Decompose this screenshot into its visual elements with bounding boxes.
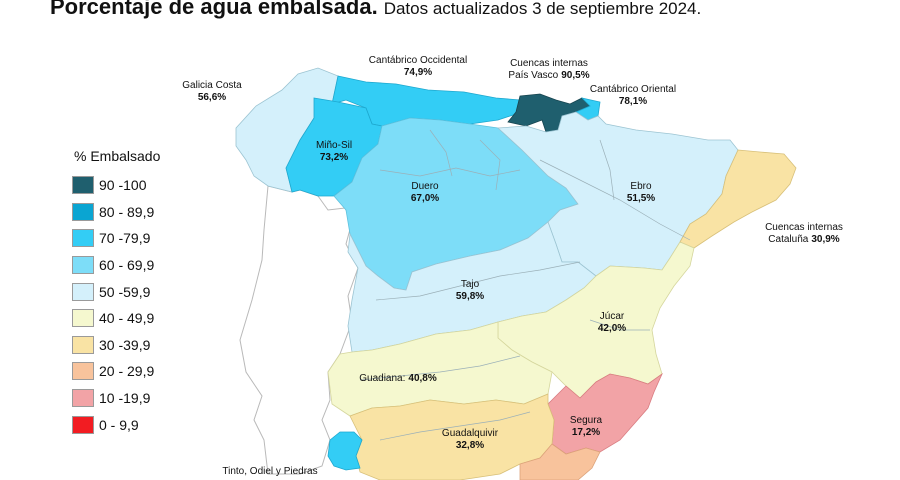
basin-name: Cantábrico Occidental bbox=[368, 55, 468, 66]
legend-item: 20 - 29,9 bbox=[72, 358, 160, 385]
basin-name: Guadiana: bbox=[359, 373, 406, 384]
legend-swatch bbox=[72, 362, 94, 381]
basin-value: 59,8% bbox=[455, 291, 485, 302]
legend-item: 60 - 69,9 bbox=[72, 252, 160, 279]
legend: % Embalsado 90 -100 80 - 89,9 70 -79,9 6… bbox=[72, 148, 160, 438]
basin-tinto-odiel-piedras bbox=[327, 431, 363, 471]
legend-label: 50 -59,9 bbox=[99, 283, 151, 300]
page-header: Porcentaje de agua embalsada. Datos actua… bbox=[50, 0, 701, 20]
basin-mediterranea-andaluza bbox=[519, 443, 601, 480]
label-mino-sil: Miño-Sil 73,2% bbox=[316, 140, 352, 164]
label-tinto-odiel-piedras: Tinto, Odiel y Piedras bbox=[222, 466, 317, 478]
basin-name: Tinto, Odiel y Piedras bbox=[222, 466, 318, 477]
label-duero: Duero 67,0% bbox=[411, 181, 439, 205]
basin-segura bbox=[547, 372, 663, 455]
basin-name: Júcar bbox=[599, 311, 625, 322]
basin-name: Miño-Sil bbox=[315, 140, 353, 151]
basin-value: 17,2% bbox=[571, 427, 601, 438]
legend-label: 20 - 29,9 bbox=[99, 363, 155, 380]
legend-swatch bbox=[72, 309, 94, 328]
legend-label: 10 -19,9 bbox=[99, 390, 151, 407]
legend-item: 40 - 49,9 bbox=[72, 305, 160, 332]
basin-name: Cuencas internas País Vasco bbox=[508, 58, 588, 81]
legend-item: 10 -19,9 bbox=[72, 385, 160, 412]
basin-value: 51,5% bbox=[626, 193, 656, 204]
label-guadalquivir: Guadalquivir 32,8% bbox=[442, 428, 498, 452]
basin-name: Cuencas internas Cataluña bbox=[765, 222, 843, 245]
label-guadiana: Guadiana: 40,8% bbox=[359, 373, 437, 385]
label-jucar: Júcar 42,0% bbox=[598, 311, 626, 335]
label-galicia-costa: Galicia Costa 56,6% bbox=[182, 80, 241, 104]
basin-value: 56,6% bbox=[197, 92, 227, 103]
legend-swatch bbox=[72, 415, 94, 434]
label-pais-vasco: Cuencas internas País Vasco 90,5% bbox=[508, 58, 589, 82]
portugal-outline bbox=[239, 185, 359, 475]
basin-name: Tajo bbox=[460, 279, 480, 290]
legend-title: % Embalsado bbox=[74, 148, 161, 164]
basin-value: 73,2% bbox=[319, 152, 349, 163]
basin-name: Duero bbox=[411, 181, 439, 192]
legend-label: 40 - 49,9 bbox=[99, 310, 155, 327]
page-subtitle: Datos actualizados 3 de septiembre 2024. bbox=[383, 0, 702, 18]
legend-label: 90 -100 bbox=[99, 177, 147, 194]
legend-label: 30 -39,9 bbox=[99, 336, 151, 353]
legend-item: 80 - 89,9 bbox=[72, 199, 160, 226]
basin-value: 32,8% bbox=[455, 440, 485, 451]
basin-name: Guadalquivir bbox=[441, 428, 499, 439]
legend-label: 80 - 89,9 bbox=[99, 203, 155, 220]
label-cantabrico-oriental: Cantábrico Oriental 78,1% bbox=[590, 84, 676, 108]
legend-swatch bbox=[72, 335, 94, 354]
label-segura: Segura 17,2% bbox=[570, 415, 602, 439]
legend-swatch bbox=[72, 389, 94, 408]
basin-name: Ebro bbox=[630, 181, 652, 192]
legend-item: 30 -39,9 bbox=[72, 332, 160, 359]
legend-swatch bbox=[72, 176, 94, 195]
label-tajo: Tajo 59,8% bbox=[456, 279, 484, 303]
basin-value: 40,8% bbox=[408, 373, 437, 384]
legend-item: 50 -59,9 bbox=[72, 278, 160, 305]
basin-value: 67,0% bbox=[410, 193, 440, 204]
basin-value: 30,9% bbox=[811, 234, 840, 245]
label-ebro: Ebro 51,5% bbox=[627, 181, 655, 205]
legend-item: 70 -79,9 bbox=[72, 225, 160, 252]
legend-label: 70 -79,9 bbox=[99, 230, 151, 247]
basin-name: Cantábrico Oriental bbox=[589, 84, 677, 95]
legend-item: 0 - 9,9 bbox=[72, 411, 160, 438]
legend-label: 0 - 9,9 bbox=[99, 416, 139, 433]
basin-name: Segura bbox=[569, 415, 603, 426]
label-cataluna: Cuencas internas Cataluña 30,9% bbox=[765, 222, 843, 246]
legend-swatch bbox=[72, 282, 94, 301]
legend-swatch bbox=[72, 229, 94, 248]
legend-swatch bbox=[72, 256, 94, 275]
basin-cantabrico-occidental bbox=[331, 75, 521, 127]
legend-label: 60 - 69,9 bbox=[99, 257, 155, 274]
basin-value: 90,5% bbox=[561, 70, 590, 81]
basin-value: 78,1% bbox=[618, 96, 648, 107]
basin-value: 42,0% bbox=[597, 323, 627, 334]
basin-cataluna bbox=[679, 149, 797, 249]
page-title: Porcentaje de agua embalsada. bbox=[50, 0, 378, 19]
basin-name: Galicia Costa bbox=[182, 80, 242, 91]
legend-swatch bbox=[72, 202, 94, 221]
legend-item: 90 -100 bbox=[72, 172, 160, 199]
label-cantabrico-occidental: Cantábrico Occidental 74,9% bbox=[369, 55, 467, 79]
basin-value: 74,9% bbox=[403, 67, 433, 78]
river-lines bbox=[359, 129, 691, 441]
